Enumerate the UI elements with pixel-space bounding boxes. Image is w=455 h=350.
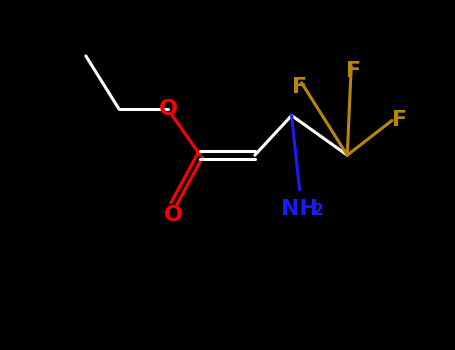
Text: F: F xyxy=(292,77,307,97)
Text: O: O xyxy=(164,205,183,225)
Text: O: O xyxy=(159,99,178,119)
Text: NH: NH xyxy=(281,198,318,218)
Text: 2: 2 xyxy=(313,203,323,218)
Text: F: F xyxy=(346,61,361,80)
Text: F: F xyxy=(392,111,407,131)
